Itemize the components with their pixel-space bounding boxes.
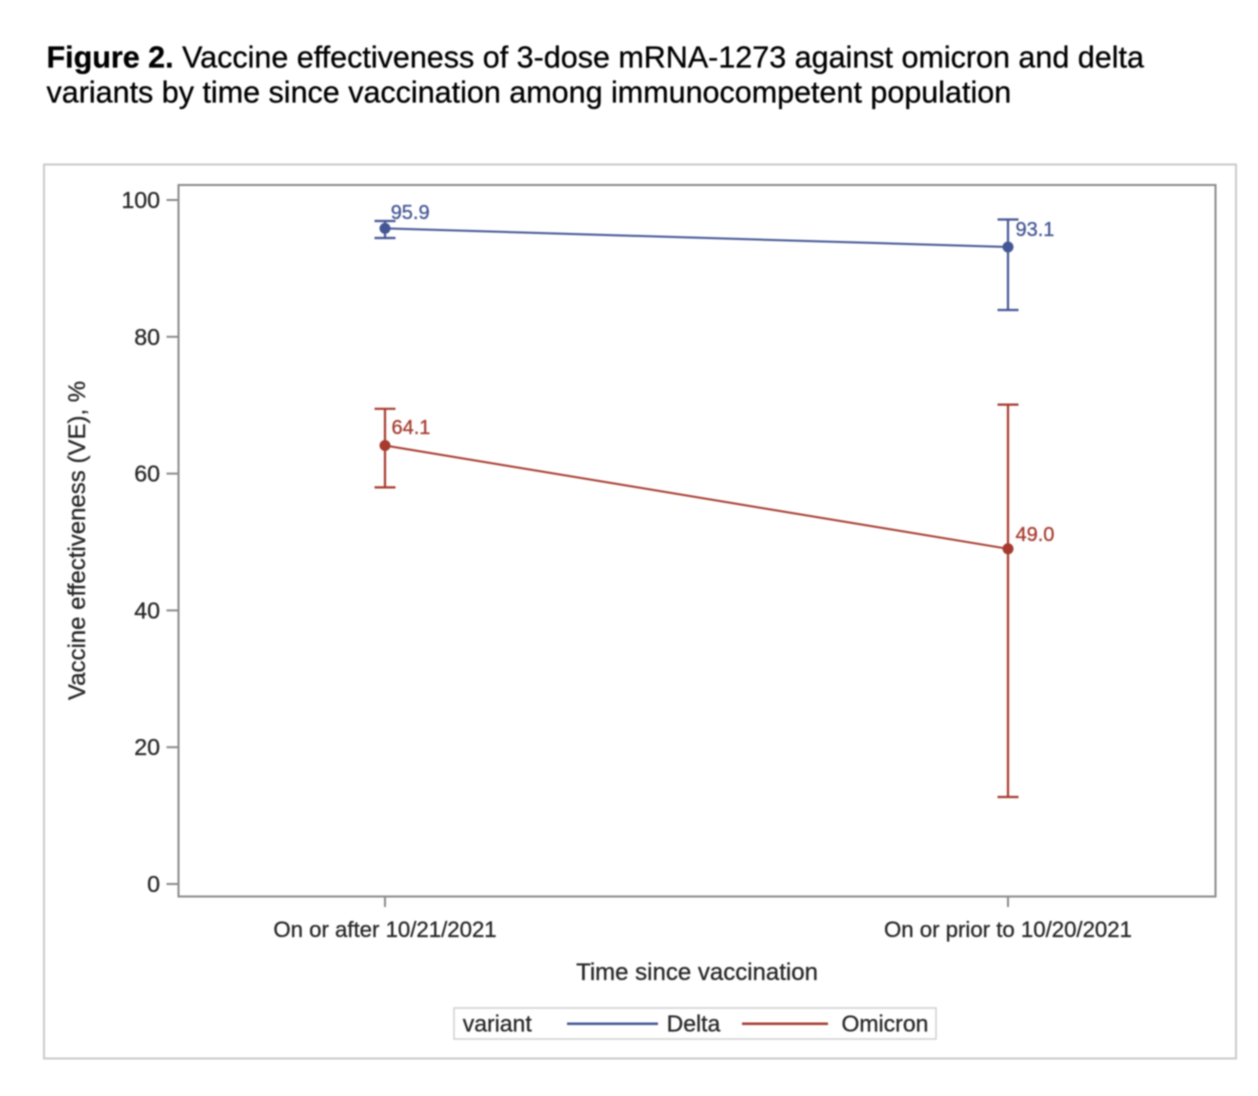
svg-text:20: 20 <box>134 734 160 760</box>
svg-text:60: 60 <box>134 461 160 487</box>
svg-text:0: 0 <box>147 871 160 897</box>
svg-text:80: 80 <box>134 324 160 350</box>
svg-text:Vaccine effectiveness (VE), %: Vaccine effectiveness (VE), % <box>64 381 91 700</box>
svg-text:Delta: Delta <box>667 1011 721 1037</box>
svg-text:93.1: 93.1 <box>1016 219 1055 241</box>
svg-text:64.1: 64.1 <box>392 417 431 439</box>
svg-text:On or after 10/21/2021: On or after 10/21/2021 <box>273 917 496 942</box>
svg-text:Figure 2. Vaccine effectivenes: Figure 2. Vaccine effectiveness of 3-dos… <box>47 40 1144 74</box>
svg-text:Omicron: Omicron <box>842 1011 929 1037</box>
svg-text:On or prior to 10/20/2021: On or prior to 10/20/2021 <box>884 917 1132 942</box>
svg-text:49.0: 49.0 <box>1016 524 1055 546</box>
svg-text:variant: variant <box>463 1011 533 1037</box>
svg-text:100: 100 <box>121 187 160 213</box>
svg-text:40: 40 <box>134 597 160 623</box>
svg-text:95.9: 95.9 <box>391 202 430 224</box>
svg-text:variants by time since vaccina: variants by time since vaccination among… <box>47 75 1012 109</box>
svg-text:Time since vaccination: Time since vaccination <box>576 959 818 986</box>
